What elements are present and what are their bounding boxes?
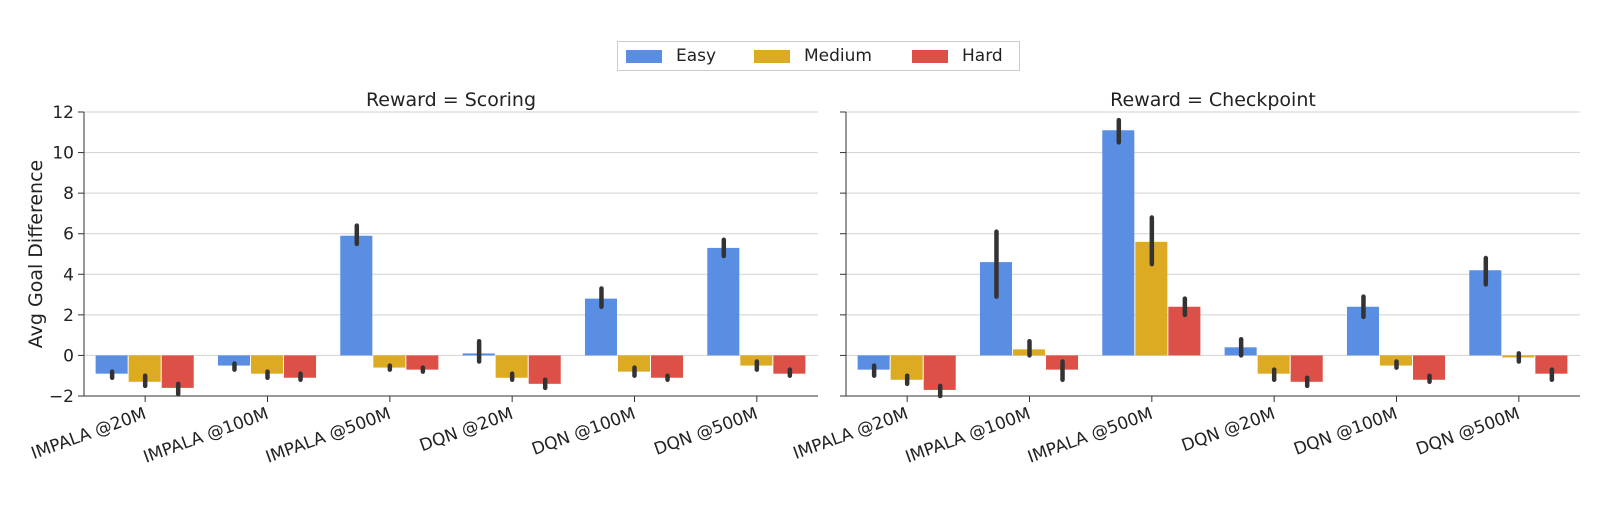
x-tick-label: IMPALA @100M: [903, 404, 1033, 468]
y-tick-label: 4: [63, 265, 74, 285]
y-tick-label: 12: [52, 103, 74, 123]
bar-easy: [217, 355, 250, 366]
panel-title: Reward = Checkpoint: [1110, 89, 1316, 111]
x-tick-label: IMPALA @100M: [141, 404, 271, 468]
y-tick-label: 10: [52, 144, 74, 164]
y-axis-label: Avg Goal Difference: [25, 160, 47, 349]
bar-hard: [651, 355, 684, 378]
bar-hard: [773, 355, 806, 374]
bar-medium: [495, 355, 528, 378]
bar-easy: [707, 247, 740, 356]
bar-hard: [1535, 355, 1568, 374]
legend-item-hard: Hard: [912, 46, 1003, 66]
legend-item-easy: Easy: [626, 46, 716, 66]
bar-easy: [857, 355, 890, 370]
legend-label-hard: Hard: [962, 46, 1003, 66]
bar-hard: [406, 355, 439, 370]
bar-medium: [250, 355, 284, 374]
y-tick-label: 8: [63, 184, 74, 204]
y-tick-label: 2: [63, 306, 74, 326]
bar-hard: [284, 355, 317, 378]
legend-label-easy: Easy: [676, 46, 717, 66]
legend-item-medium: Medium: [754, 46, 872, 66]
legend: Easy Medium Hard: [617, 41, 1020, 71]
x-tick-label: DQN @100M: [529, 404, 638, 460]
x-tick-label: IMPALA @20M: [29, 404, 149, 464]
y-tick-label: 0: [63, 346, 74, 366]
bar-medium: [1257, 355, 1290, 374]
legend-swatch-easy: [626, 49, 662, 63]
bar-medium: [617, 355, 651, 372]
x-tick-label: IMPALA @500M: [263, 404, 393, 468]
bar-easy: [1102, 130, 1135, 356]
legend-label-medium: Medium: [804, 46, 872, 66]
y-tick-label: −2: [49, 387, 74, 407]
panel-title: Reward = Scoring: [366, 89, 536, 111]
x-tick-label: DQN @500M: [652, 404, 761, 460]
x-tick-label: DQN @500M: [1414, 404, 1523, 460]
x-tick-label: DQN @20M: [1179, 404, 1278, 456]
bar-easy: [340, 235, 373, 356]
legend-swatch-hard: [912, 49, 948, 63]
x-tick-label: IMPALA @20M: [791, 404, 911, 464]
bar-medium: [373, 355, 406, 368]
legend-swatch-medium: [754, 49, 790, 63]
x-tick-label: DQN @100M: [1291, 404, 1400, 460]
x-tick-label: IMPALA @500M: [1025, 404, 1155, 468]
bar-easy: [95, 355, 128, 374]
x-tick-label: DQN @20M: [417, 404, 516, 456]
y-tick-label: 6: [63, 225, 74, 245]
